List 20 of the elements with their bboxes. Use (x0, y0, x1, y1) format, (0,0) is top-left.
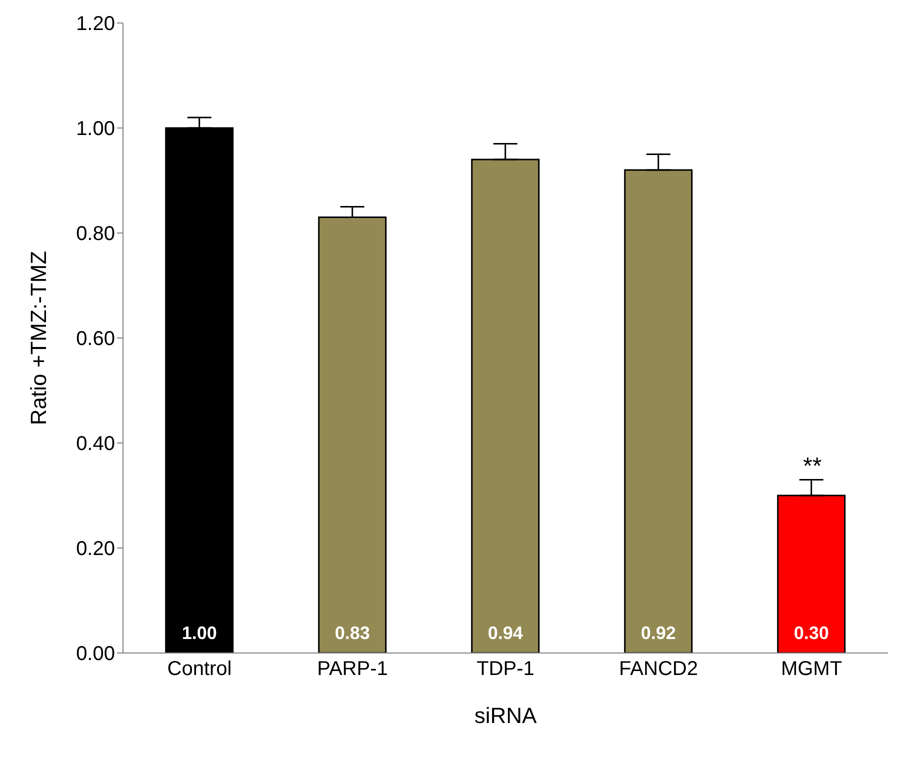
y-tick-label: 0.40 (76, 433, 115, 456)
y-tick-label: 0.00 (76, 643, 115, 666)
annotation: ** (803, 453, 822, 481)
data-label: 0.92 (640, 623, 676, 643)
data-label: 0.30 (794, 623, 829, 643)
x-tick-label: Control (167, 658, 232, 680)
y-tick-label: 0.60 (76, 328, 115, 350)
x-tick-label: TDP-1 (476, 658, 534, 680)
x-tick-label: PARP-1 (317, 658, 388, 680)
data-label: 1.00 (182, 623, 217, 643)
x-axis-title: siRNA (474, 703, 537, 728)
y-tick-label: 1.00 (76, 118, 115, 140)
y-tick-label: 0.80 (76, 223, 115, 246)
x-tick-label: MGMT (780, 658, 842, 680)
y-axis-title: Ratio +TMZ:-TMZ (26, 250, 51, 426)
data-label: 0.83 (334, 623, 370, 643)
x-tick-label: FANCD2 (619, 658, 698, 680)
y-tick-label: 1.20 (76, 13, 115, 36)
data-label: 0.94 (488, 623, 523, 643)
y-tick-label: 0.20 (76, 538, 115, 560)
